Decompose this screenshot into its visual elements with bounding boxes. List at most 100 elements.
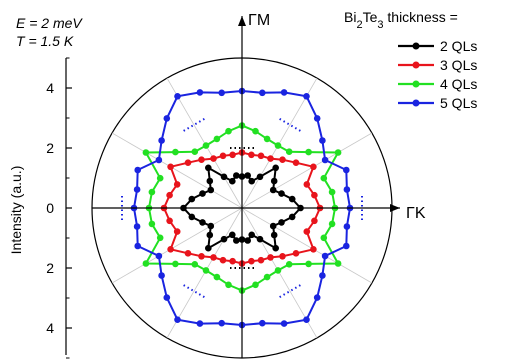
data-point xyxy=(248,151,255,159)
data-point xyxy=(134,166,141,174)
data-point xyxy=(142,260,150,267)
legend-entry: 3 QLs xyxy=(398,57,477,73)
data-point xyxy=(305,148,312,156)
data-point xyxy=(167,163,174,171)
radial-spoke xyxy=(111,132,243,209)
legend-label: 2 QLs xyxy=(440,38,477,54)
data-point xyxy=(257,152,265,160)
data-point xyxy=(292,159,300,166)
data-point xyxy=(202,142,210,149)
data-point xyxy=(158,272,165,279)
data-point xyxy=(210,254,217,261)
data-point xyxy=(252,127,259,135)
data-point xyxy=(207,186,215,194)
data-point xyxy=(218,319,225,327)
data-point xyxy=(233,172,240,179)
data-point xyxy=(303,228,311,235)
gamma-k-label: ΓK xyxy=(406,205,426,222)
data-point xyxy=(267,254,274,261)
data-point xyxy=(210,155,217,162)
data-point xyxy=(279,252,286,260)
data-point xyxy=(184,159,192,166)
data-point xyxy=(225,127,232,135)
data-point xyxy=(229,177,236,185)
data-point xyxy=(229,151,236,159)
data-point xyxy=(229,257,236,265)
data-point xyxy=(184,250,192,257)
data-point xyxy=(343,166,350,174)
data-point xyxy=(219,152,227,160)
data-point xyxy=(148,188,156,196)
data-point xyxy=(219,256,227,264)
data-point xyxy=(206,231,214,239)
data-point xyxy=(320,234,328,242)
data-point xyxy=(285,261,293,268)
radial-spoke xyxy=(241,207,373,284)
data-point xyxy=(191,261,199,268)
series-3-qls xyxy=(160,149,324,267)
data-point xyxy=(310,163,317,171)
data-point xyxy=(259,319,266,327)
data-point xyxy=(220,173,228,181)
data-point xyxy=(133,186,141,193)
data-point xyxy=(270,177,278,185)
data-point xyxy=(319,272,326,279)
data-point xyxy=(270,231,278,239)
data-point xyxy=(311,191,318,199)
data-point xyxy=(248,177,255,185)
data-point xyxy=(220,235,228,243)
data-point xyxy=(343,186,351,193)
legend-swatch-marker xyxy=(412,80,420,88)
y-tick-label: 0 xyxy=(46,200,54,216)
data-point xyxy=(155,156,163,164)
data-point xyxy=(321,252,329,260)
data-point xyxy=(288,213,296,221)
data-point xyxy=(252,281,259,289)
data-point xyxy=(259,89,266,97)
data-point xyxy=(267,155,274,162)
radial-spoke xyxy=(111,207,243,284)
data-point xyxy=(256,173,264,181)
legend-entry: 2 QLs xyxy=(398,38,477,54)
data-point xyxy=(288,195,296,203)
energy-label: E = 2 meV xyxy=(16,15,83,31)
data-point xyxy=(328,188,336,196)
data-point xyxy=(213,135,221,143)
data-point xyxy=(244,172,251,179)
data-point xyxy=(280,89,288,96)
data-point xyxy=(163,294,171,301)
data-point xyxy=(172,260,179,268)
data-point xyxy=(310,246,317,253)
data-point xyxy=(225,281,232,289)
data-point xyxy=(272,244,280,252)
data-point xyxy=(188,213,196,221)
data-point xyxy=(269,186,277,194)
legend-swatch-marker xyxy=(412,61,420,69)
data-point xyxy=(272,164,280,172)
data-point xyxy=(256,235,264,243)
data-point xyxy=(142,149,150,156)
data-point xyxy=(191,148,199,155)
data-point xyxy=(213,273,221,281)
data-point xyxy=(166,217,173,225)
data-point xyxy=(328,220,336,228)
legend-swatch-marker xyxy=(412,42,420,50)
y-tick-label: 2 xyxy=(46,260,54,276)
data-point xyxy=(343,223,351,230)
data-point xyxy=(218,89,225,97)
data-point xyxy=(278,219,285,226)
data-point xyxy=(172,148,179,156)
data-point xyxy=(334,149,342,156)
temperature-label: T = 1.5 K xyxy=(16,33,74,49)
data-point xyxy=(303,181,311,188)
data-point xyxy=(313,115,321,122)
data-point xyxy=(334,260,342,267)
data-point xyxy=(233,237,240,244)
radial-spoke xyxy=(241,132,373,209)
series-5-qls xyxy=(130,87,354,329)
y-axis-title: Intensity (a.u.) xyxy=(8,166,24,255)
data-point xyxy=(156,234,164,242)
legend-entry: 4 QLs xyxy=(398,76,477,92)
data-point xyxy=(263,273,271,281)
